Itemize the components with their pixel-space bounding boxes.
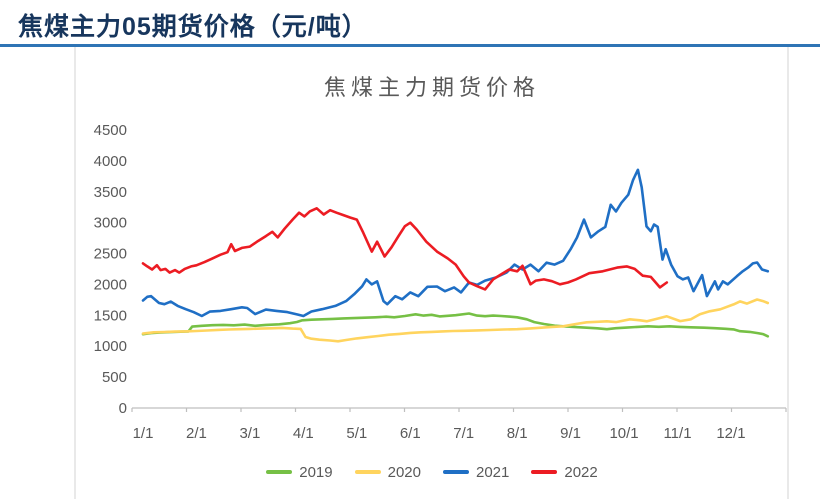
chart-legend: 2019 2020 2021 2022 — [75, 461, 789, 483]
y-axis-tick-label: 0 — [119, 400, 127, 417]
y-axis-tick-label: 2000 — [94, 276, 127, 293]
page-title: 焦煤主力05期货价格（元/吨） — [18, 13, 368, 41]
x-axis-tick-label: 12/1 — [716, 425, 745, 442]
y-axis-tick-label: 4500 — [94, 122, 127, 139]
x-axis-tick-label: 4/1 — [293, 425, 314, 442]
x-axis-tick-label: 5/1 — [346, 425, 367, 442]
y-axis-tick-label: 2500 — [94, 246, 127, 263]
legend-swatch-2021 — [443, 470, 469, 474]
x-axis-tick-label: 1/1 — [133, 425, 154, 442]
legend-item-2020: 2020 — [354, 463, 421, 481]
legend-swatch-2020 — [354, 470, 381, 474]
y-axis-tick-label: 1500 — [94, 307, 127, 324]
y-axis-tick-label: 3500 — [94, 184, 127, 201]
series-line-2021 — [141, 168, 770, 318]
legend-item-2022: 2022 — [531, 463, 598, 481]
x-axis-tick-label: 11/1 — [663, 425, 691, 442]
legend-item-2021: 2021 — [443, 464, 509, 481]
x-axis-tick-label: 7/1 — [453, 425, 474, 442]
y-axis-tick-label: 3000 — [94, 215, 127, 232]
legend-swatch-2022 — [531, 470, 558, 474]
x-axis-tick-label: 9/1 — [560, 425, 581, 442]
x-axis-tick-label: 10/1 — [609, 425, 638, 442]
chart-title: 焦煤主力期货价格 — [323, 75, 540, 100]
series-line-2022 — [141, 207, 669, 291]
y-axis-tick-label: 500 — [102, 369, 127, 386]
left-cell-divider — [74, 47, 76, 499]
legend-item-2019: 2019 — [266, 463, 333, 481]
legend-label: 2022 — [564, 463, 598, 481]
legend-label: 2021 — [476, 463, 510, 481]
legend-label: 2020 — [387, 463, 421, 481]
series-line-2020 — [141, 298, 770, 343]
y-axis-tick-label: 1000 — [94, 338, 127, 355]
legend-label: 2019 — [299, 463, 333, 481]
x-axis-tick-label: 6/1 — [400, 425, 421, 442]
series-line-2019 — [141, 312, 770, 338]
x-axis-tick-label: 2/1 — [186, 425, 207, 442]
x-axis-tick-label: 3/1 — [239, 425, 260, 442]
legend-swatch-2019 — [266, 470, 293, 474]
x-axis-tick-label: 8/1 — [507, 425, 528, 442]
right-cell-divider — [787, 47, 789, 499]
title-underline-rule — [0, 44, 820, 47]
y-axis-tick-label: 4000 — [94, 153, 127, 170]
